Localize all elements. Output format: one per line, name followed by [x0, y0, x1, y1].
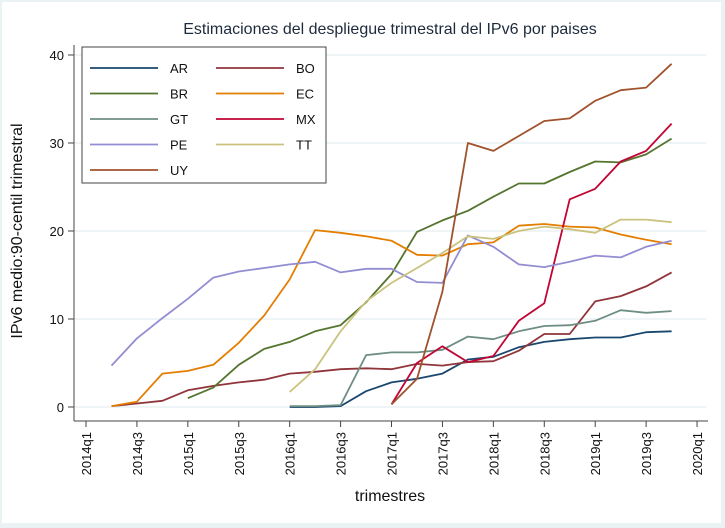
legend-label: AR [170, 61, 188, 76]
x-tick-label: 2014q1 [79, 432, 94, 475]
legend-label: EC [296, 87, 314, 102]
x-tick-label: 2017q1 [385, 432, 400, 475]
x-tick-label: 2016q1 [283, 432, 298, 475]
axes [73, 45, 708, 422]
x-tick-label: 2015q1 [181, 432, 196, 475]
y-axis-label: IPv6 medio:90-centil trimestral [9, 123, 26, 338]
legend-item-bo: BO [216, 61, 315, 76]
legend-label: GT [170, 112, 188, 127]
legend-item-uy: UY [90, 163, 188, 178]
series-line-tt [289, 218, 672, 393]
x-ticks: 2014q1 2014q3 2015q1 2015q3 2016q1 2016q3 2017… [79, 421, 705, 475]
x-axis-label: trimestres [355, 488, 425, 505]
legend-item-br: BR [90, 87, 188, 102]
x-tick-label: 2020q1 [690, 432, 705, 475]
x-tick-label: 2018q3 [537, 432, 552, 475]
legend: AR BO BR EC GT MX PE TT UY [81, 46, 327, 184]
legend-item-ec: EC [216, 87, 314, 102]
x-tick-label: 2019q3 [639, 432, 654, 475]
series-line-uy [390, 63, 673, 406]
series-line-mx [390, 122, 673, 405]
x-tick-label: 2019q1 [588, 432, 603, 475]
legend-label: BR [170, 87, 188, 102]
y-ticks: 0 10 20 30 40 [50, 48, 74, 415]
x-tick-label: 2016q3 [334, 432, 349, 475]
y-tick-label: 20 [50, 224, 64, 239]
legend-label: TT [296, 138, 312, 153]
legend-item-tt: TT [216, 138, 312, 153]
x-tick-label: 2017q3 [435, 432, 450, 475]
chart-title: Estimaciones del despliegue trimestral d… [183, 21, 597, 38]
series-line-gt [289, 309, 672, 408]
y-tick-label: 40 [50, 48, 64, 63]
x-tick-label: 2018q1 [486, 432, 501, 475]
legend-label: BO [296, 61, 315, 76]
y-tick-label: 10 [50, 312, 64, 327]
legend-item-pe: PE [90, 138, 188, 153]
series-line-pe [110, 234, 672, 367]
y-tick-label: 30 [50, 136, 64, 151]
legend-box [81, 46, 327, 184]
x-tick-label: 2014q3 [130, 432, 145, 475]
legend-item-mx: MX [216, 112, 316, 127]
series-lines [110, 63, 673, 408]
legend-label: PE [170, 138, 188, 153]
legend-label: MX [296, 112, 316, 127]
x-tick-label: 2015q3 [232, 432, 247, 475]
legend-item-gt: GT [90, 112, 188, 127]
y-tick-label: 0 [57, 400, 64, 415]
legend-item-ar: AR [90, 61, 188, 76]
legend-label: UY [170, 163, 188, 178]
series-line-br [187, 137, 673, 400]
series-line-ec [111, 223, 672, 407]
